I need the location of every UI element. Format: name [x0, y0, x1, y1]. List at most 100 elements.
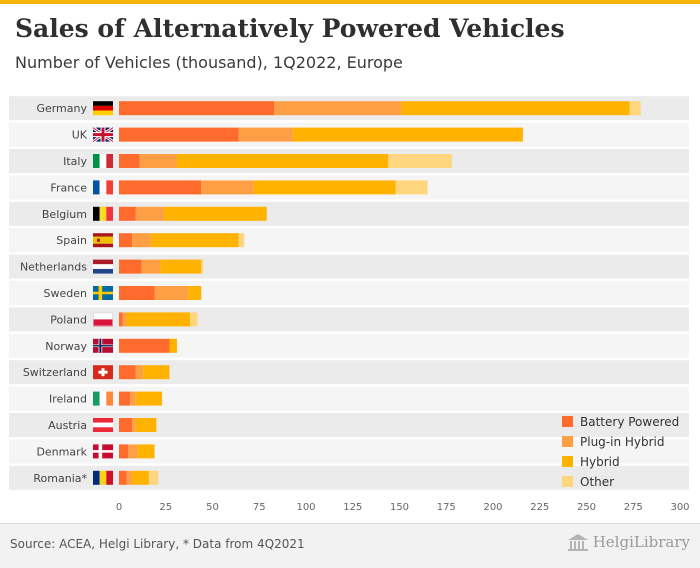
- bar-segment: [119, 444, 129, 459]
- source-note: Source: ACEA, Helgi Library, * Data from…: [10, 537, 305, 551]
- bar-segment: [119, 154, 140, 168]
- x-tick-label: 300: [670, 502, 689, 513]
- footer: Source: ACEA, Helgi Library, * Data from…: [0, 524, 700, 568]
- legend-label: Battery Powered: [580, 415, 679, 429]
- bar-segment: [141, 259, 161, 274]
- bar-segment: [135, 365, 144, 380]
- x-tick-label: 50: [206, 502, 219, 513]
- bar-segment: [135, 418, 157, 432]
- bar-segment: [119, 418, 133, 432]
- flag-denmark-icon: [93, 444, 113, 459]
- flag-germany-icon: [93, 101, 113, 116]
- bar-segment: [401, 101, 630, 116]
- category-label: France: [50, 181, 87, 194]
- bar-segment: [190, 312, 198, 327]
- bar-segment: [292, 127, 523, 142]
- brand-name: HelgiLibrary: [592, 533, 690, 551]
- category-label: Netherlands: [20, 261, 87, 274]
- x-tick-label: 125: [343, 502, 362, 513]
- x-tick-label: 275: [624, 502, 643, 513]
- category-label: Austria: [48, 419, 87, 432]
- bar-segment: [201, 180, 254, 195]
- brand-logo: HelgiLibrary: [567, 532, 690, 552]
- legend-label: Plug-in Hybrid: [580, 435, 665, 449]
- flag-spain-icon: [93, 233, 113, 248]
- x-axis: 0 25 50 75 100 125 150 175 200 225 250 275 300: [116, 502, 690, 513]
- flag-belgium-icon: [93, 206, 113, 221]
- chart-subtitle: Number of Vehicles (thousand), 1Q2022, E…: [15, 53, 403, 72]
- x-tick-label: 0: [116, 502, 122, 513]
- x-tick-label: 25: [159, 502, 172, 513]
- bar-segment: [119, 286, 155, 300]
- category-label: Germany: [36, 102, 87, 115]
- library-building-icon: [567, 534, 588, 551]
- legend-swatch: [562, 456, 573, 467]
- category-label: Norway: [45, 340, 87, 353]
- chart-area: Germany UK Italy France Belgium Spain Netherla…: [9, 96, 690, 513]
- bar-segment: [119, 338, 170, 353]
- chart-title: Sales of Alternatively Powered Vehicles: [15, 14, 565, 43]
- bar-segment: [126, 312, 191, 327]
- flag-poland-icon: [93, 312, 113, 327]
- legend: Battery Powered Plug-in Hybrid Hybrid Other: [562, 415, 679, 489]
- top-accent-bar: [0, 0, 700, 4]
- x-tick-label: 225: [530, 502, 549, 513]
- flag-italy-icon: [93, 154, 113, 168]
- category-label: Belgium: [42, 208, 87, 221]
- bar-segment: [119, 233, 133, 248]
- legend-label: Hybrid: [580, 455, 620, 469]
- bar-segment: [274, 101, 402, 116]
- category-label: Poland: [50, 313, 87, 326]
- x-tick-label: 100: [296, 502, 315, 513]
- bar-segment: [201, 259, 204, 274]
- bar-segment: [395, 180, 428, 195]
- bar-segment: [119, 101, 275, 116]
- flag-france-icon: [93, 180, 113, 195]
- bar-segment: [126, 470, 133, 485]
- footer-divider: [0, 523, 700, 524]
- bar-segment: [130, 391, 136, 406]
- bar-segment: [119, 391, 131, 406]
- x-tick-label: 250: [577, 502, 596, 513]
- bar-segment: [119, 206, 136, 221]
- bar-segment: [119, 180, 202, 195]
- flag-netherlands-icon: [93, 259, 113, 274]
- bar-segment: [119, 127, 239, 142]
- legend-swatch: [562, 436, 573, 447]
- bar-rows: Germany UK Italy France Belgium Spain Netherla…: [9, 96, 689, 490]
- bar-segment: [188, 286, 202, 300]
- bar-segment: [150, 233, 239, 248]
- bar-segment: [163, 206, 267, 221]
- x-tick-label: 175: [437, 502, 456, 513]
- bar-segment: [119, 259, 142, 274]
- bar-segment: [128, 444, 138, 459]
- bar-segment: [137, 444, 155, 459]
- bar-segment: [169, 338, 177, 353]
- category-label: Romania*: [33, 472, 87, 485]
- bar-segment: [253, 180, 396, 195]
- x-tick-label: 200: [483, 502, 502, 513]
- bar-segment: [139, 154, 177, 168]
- category-label: Sweden: [44, 287, 87, 300]
- category-label: Italy: [63, 155, 87, 168]
- legend-swatch: [562, 416, 573, 427]
- bar-segment: [154, 286, 189, 300]
- flag-austria-icon: [93, 418, 113, 432]
- bar-segment: [119, 470, 127, 485]
- bar-segment: [132, 470, 149, 485]
- category-label: Switzerland: [23, 366, 87, 379]
- bar-segment: [160, 259, 202, 274]
- flag-ireland-icon: [93, 391, 113, 406]
- category-label: Denmark: [36, 445, 87, 458]
- category-label: Spain: [56, 234, 87, 247]
- bar-segment: [119, 312, 123, 327]
- x-tick-label: 75: [253, 502, 266, 513]
- legend-label: Other: [580, 475, 614, 489]
- x-tick-label: 150: [390, 502, 409, 513]
- bar-segment: [132, 418, 136, 432]
- category-label: UK: [72, 129, 88, 142]
- legend-swatch: [562, 476, 573, 487]
- bar-segment: [176, 154, 389, 168]
- bar-segment: [143, 365, 170, 380]
- bar-segment: [238, 127, 293, 142]
